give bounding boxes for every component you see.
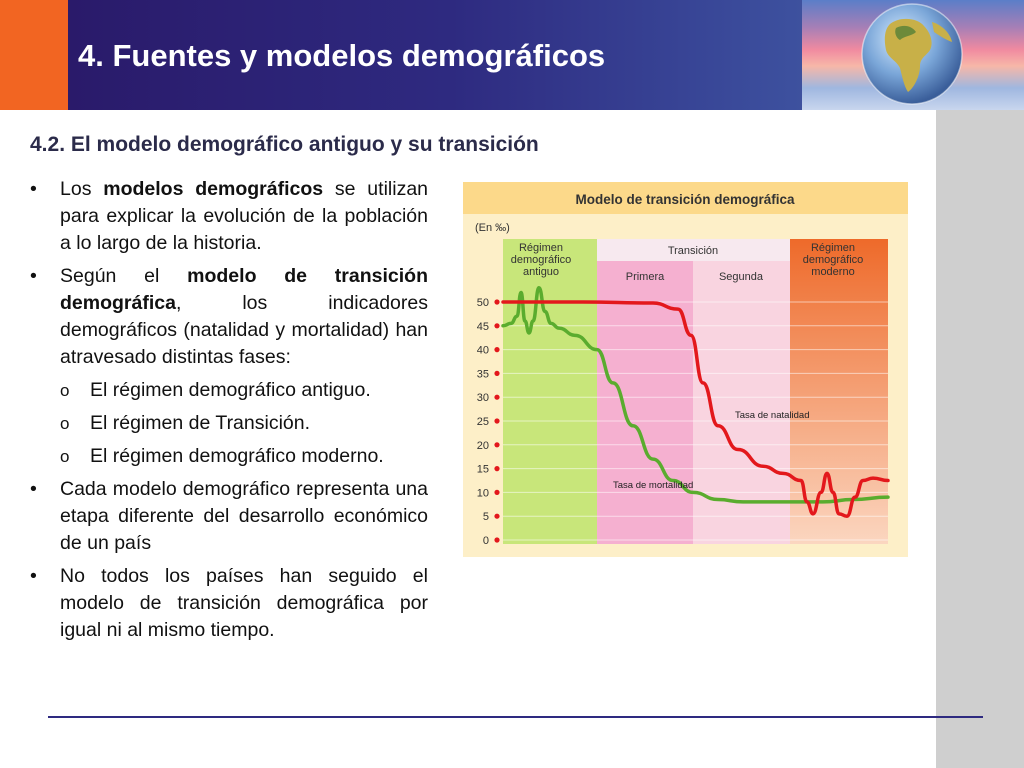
chart-title: Modelo de transición demográfica [575, 192, 795, 207]
y-tick-dot [494, 489, 500, 495]
bullet-text: se utilizan para explicar la evolución d… [60, 178, 429, 254]
y-tick-dot [494, 418, 500, 424]
sub-bullet-text: El régimen de Transición. [90, 412, 311, 434]
phase-transicion-header [597, 239, 790, 261]
sub-bullet-text: El régimen demográfico antiguo. [90, 379, 371, 401]
bullet-list: • Los modelos demográficos se utilizan p… [28, 176, 428, 650]
bullet-item: • Según el modelo de transición demográf… [28, 263, 428, 371]
y-tick-label: 15 [477, 464, 489, 476]
bullet-item: • No todos los países han seguido el mod… [28, 563, 428, 644]
bullet-text: Cada modelo demográfico representa una e… [60, 478, 428, 554]
y-tick-label: 35 [477, 368, 489, 380]
y-tick-label: 20 [477, 440, 489, 452]
series-line-mortalidad [501, 285, 890, 504]
bullet-text: Según el [60, 265, 188, 287]
right-sidebar-strip [936, 110, 1024, 768]
sub-bullet-mark: o [60, 381, 70, 400]
chart-grid [503, 301, 888, 541]
series-line-natalidad [501, 300, 890, 518]
y-tick-label: 40 [477, 345, 489, 357]
chart-unit-label: (En ‰) [475, 222, 510, 234]
phase-moderno-label: Régimen demográfico moderno [803, 242, 864, 278]
y-tick-dot [494, 466, 500, 472]
page-title: 4. Fuentes y modelos demográficos [78, 38, 606, 73]
bullet-text: No todos los países han seguido el model… [60, 565, 428, 641]
y-tick-label: 10 [477, 487, 489, 499]
y-tick-dot [494, 299, 500, 305]
y-tick-dot [494, 370, 500, 376]
globe-icon [861, 3, 963, 105]
y-tick-dot [494, 394, 500, 400]
chart-title-bar [463, 182, 908, 214]
bullet-mark: • [30, 565, 37, 587]
bullet-item: • Los modelos demográficos se utilizan p… [28, 176, 428, 257]
y-tick-dot [494, 537, 500, 543]
phase-antiguo-label: Régimen demográfico antiguo [511, 242, 572, 278]
bullet-item: • Cada modelo demográfico representa una… [28, 476, 428, 557]
bullet-text: , los indicadores demográficos (natalida… [60, 292, 428, 368]
y-tick-label: 50 [477, 297, 489, 309]
phase-moderno-region [790, 239, 888, 544]
footer-divider [48, 716, 983, 718]
y-tick-label: 30 [477, 392, 489, 404]
y-tick-dot [494, 323, 500, 329]
phase-antiguo-region [503, 239, 597, 544]
sub-bullet-text: El régimen demográfico moderno. [90, 445, 384, 467]
bullet-text: Los [60, 178, 104, 200]
bullet-bold-text: modelos demográficos [103, 178, 324, 200]
header-sky-image [802, 0, 1024, 110]
sub-bullet-item: o El régimen de Transición. [28, 410, 428, 437]
y-tick-label: 5 [483, 511, 489, 523]
sub-bullet-mark: o [60, 414, 70, 433]
phase-primera-label: Primera [626, 271, 665, 283]
y-tick-label: 45 [477, 321, 489, 333]
series-label-mortalidad: Tasa de mortalidad [613, 480, 693, 491]
sub-bullet-item: o El régimen demográfico moderno. [28, 443, 428, 470]
slide-header: 4. Fuentes y modelos demográficos [0, 0, 1024, 110]
section-subtitle: 4.2. El modelo demográfico antiguo y su … [30, 133, 539, 156]
bullet-mark: • [30, 265, 37, 287]
y-tick-dot [494, 442, 500, 448]
y-tick-dot [494, 347, 500, 353]
header-accent [0, 0, 68, 110]
phase-transicion-label: Transición [668, 245, 718, 257]
phase-segunda-label: Segunda [719, 271, 764, 283]
sub-bullet-item: o El régimen demográfico antiguo. [28, 377, 428, 404]
bullet-mark: • [30, 478, 37, 500]
bullet-mark: • [30, 178, 37, 200]
sub-bullet-mark: o [60, 447, 70, 466]
header-band: 4. Fuentes y modelos demográficos [68, 0, 1024, 110]
y-tick-dot [494, 513, 500, 519]
y-tick-label: 25 [477, 416, 489, 428]
series-label-natalidad: Tasa de natalidad [735, 410, 809, 421]
y-tick-label: 0 [483, 535, 489, 547]
bullet-bold-text: modelo de transición demográfica [60, 265, 428, 314]
transition-model-chart: Modelo de transición demográfica (En ‰) … [463, 182, 908, 557]
